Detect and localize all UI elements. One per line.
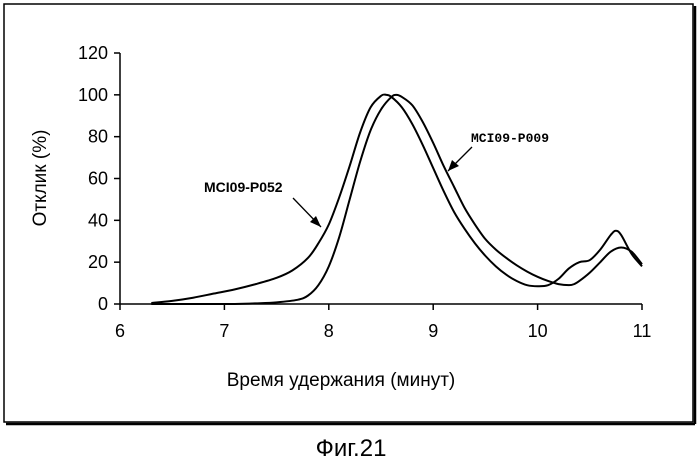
y-ticks: 0 20 40 60 80 100 120 [78,43,120,314]
series-layer [151,95,642,305]
x-tick-label: 9 [428,321,438,341]
x-tick-label: 11 [633,321,652,341]
x-tick-label: 7 [219,321,229,341]
series-line-mci09-p009 [151,95,642,304]
series-line-mci09-p052 [151,95,642,303]
y-tick-label: 40 [88,210,108,230]
x-ticks: 6 7 8 9 10 11 [115,304,651,341]
x-tick-label: 8 [324,321,334,341]
y-tick-label: 120 [78,43,108,63]
y-tick-label: 60 [88,169,108,189]
y-tick-label: 20 [88,252,108,272]
annotation-mci09-p052: MCI09-P052 [204,179,283,195]
figure-caption: Фиг.21 [316,435,387,462]
y-tick-label: 80 [88,127,108,147]
x-tick-label: 10 [528,321,548,341]
x-axis-label: Время удержания (минут) [227,370,456,391]
chart: 6 7 8 9 10 11 0 20 40 60 80 100 120 Время удержания… [0,0,700,465]
y-tick-label: 0 [98,294,108,314]
x-tick-label: 6 [115,321,125,341]
y-axis-label: Отклик (%) [30,130,51,227]
y-tick-label: 100 [78,85,108,105]
annotation-mci09-p009: MCI09-P009 [471,131,549,146]
